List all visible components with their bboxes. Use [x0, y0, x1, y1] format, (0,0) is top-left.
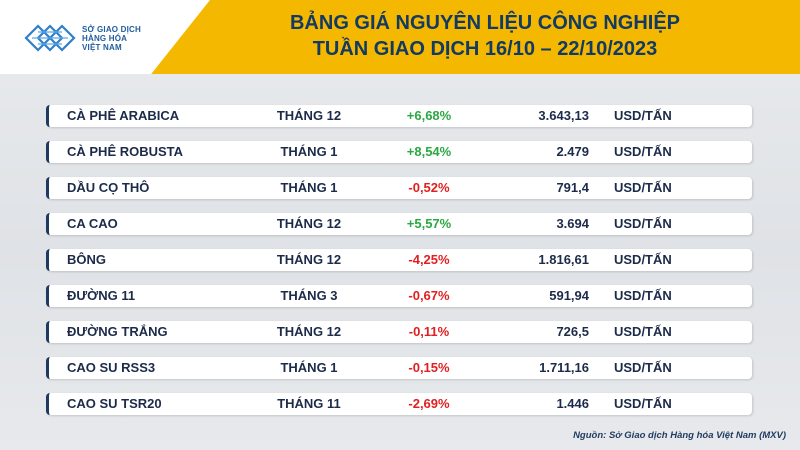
commodity-name: ĐƯỜNG 11: [67, 288, 136, 303]
logo-text: SỞ GIAO DỊCH HÀNG HÓA VIỆT NAM: [82, 25, 141, 52]
price-value: 1.816,61: [538, 252, 589, 267]
logo-line-1: SỞ GIAO DỊCH: [82, 24, 142, 34]
contract-month: THÁNG 12: [276, 108, 342, 123]
price-unit: USD/TẤN: [614, 108, 672, 123]
price-value: 591,94: [549, 288, 589, 303]
price-unit: USD/TẤN: [614, 396, 672, 411]
commodity-name: BÔNG: [67, 252, 106, 267]
contract-month: THÁNG 12: [276, 324, 342, 339]
header-yellow-band: [150, 0, 800, 74]
table-row: DẦU CỌ THÔ THÁNG 1 -0,52% 791,4 USD/TẤN: [46, 177, 752, 199]
price-change: +8,54%: [406, 144, 452, 159]
table-row: ĐƯỜNG 11 THÁNG 3 -0,67% 591,94 USD/TẤN: [46, 285, 752, 307]
table-row: CÀ PHÊ ROBUSTA THÁNG 1 +8,54% 2.479 USD/…: [46, 141, 752, 163]
price-unit: USD/TẤN: [614, 144, 672, 159]
contract-month: THÁNG 1: [280, 144, 338, 159]
price-change: +5,57%: [406, 216, 452, 231]
title-line-1: BẢNG GIÁ NGUYÊN LIỆU CÔNG NGHIỆP: [289, 12, 681, 34]
price-value: 791,4: [556, 180, 589, 195]
price-change: -0,67%: [408, 288, 450, 303]
price-value: 3.694: [556, 216, 589, 231]
price-value: 726,5: [556, 324, 589, 339]
commodity-name: CÀ PHÊ ROBUSTA: [67, 144, 184, 159]
logo-line-2: HÀNG HÓA: [82, 33, 128, 43]
commodity-name: CAO SU TSR20: [67, 396, 162, 411]
commodity-name: CAO SU RSS3: [67, 360, 156, 375]
source-note: Nguồn: Sở Giao dịch Hàng hóa Việt Nam (M…: [573, 430, 786, 441]
commodity-name: CÀ PHÊ ARABICA: [67, 108, 180, 123]
commodity-name: DẦU CỌ THÔ: [67, 180, 150, 195]
table-row: ĐƯỜNG TRẮNG THÁNG 12 -0,11% 726,5 USD/TẤ…: [46, 321, 752, 343]
contract-month: THÁNG 1: [280, 360, 338, 375]
commodity-name: ĐƯỜNG TRẮNG: [67, 324, 168, 339]
price-value: 1.711,16: [539, 360, 589, 375]
mxv-logo: SỞ GIAO DỊCH HÀNG HÓA VIỆT NAM: [24, 18, 194, 58]
contract-month: THÁNG 1: [280, 180, 338, 195]
table-row: CÀ PHÊ ARABICA THÁNG 12 +6,68% 3.643,13 …: [46, 105, 752, 127]
price-unit: USD/TẤN: [614, 180, 672, 195]
title-line-2: TUẦN GIAO DỊCH 16/10 – 22/10/2023: [312, 38, 658, 60]
price-unit: USD/TẤN: [614, 252, 672, 267]
price-unit: USD/TẤN: [614, 324, 672, 339]
price-change: -0,11%: [408, 324, 450, 339]
price-value: 1.446: [556, 396, 589, 411]
price-value: 2.479: [556, 144, 589, 159]
contract-month: THÁNG 11: [277, 396, 341, 411]
table-row: CAO SU TSR20 THÁNG 11 -2,69% 1.446 USD/T…: [46, 393, 752, 415]
price-value: 3.643,13: [538, 108, 589, 123]
page-title: BẢNG GIÁ NGUYÊN LIỆU CÔNG NGHIỆP TUẦN GI…: [225, 10, 745, 62]
contract-month: THÁNG 12: [276, 216, 342, 231]
logo-line-3: VIỆT NAM: [82, 42, 122, 52]
mxv-logo-icon: [24, 24, 76, 52]
price-change: -0,15%: [408, 360, 450, 375]
commodity-name: CA CAO: [67, 216, 118, 231]
price-change: -2,69%: [408, 396, 450, 411]
contract-month: THÁNG 3: [280, 288, 338, 303]
price-change: -4,25%: [408, 252, 450, 267]
table-row: CA CAO THÁNG 12 +5,57% 3.694 USD/TẤN: [46, 213, 752, 235]
table-row: BÔNG THÁNG 12 -4,25% 1.816,61 USD/TẤN: [46, 249, 752, 271]
price-change: -0,52%: [408, 180, 450, 195]
price-change: +6,68%: [406, 108, 452, 123]
price-unit: USD/TẤN: [614, 216, 672, 231]
price-unit: USD/TẤN: [614, 360, 672, 375]
price-unit: USD/TẤN: [614, 288, 672, 303]
table-row: CAO SU RSS3 THÁNG 1 -0,15% 1.711,16 USD/…: [46, 357, 752, 379]
header-banner: SỞ GIAO DỊCH HÀNG HÓA VIỆT NAM BẢNG GIÁ …: [0, 0, 800, 74]
contract-month: THÁNG 12: [276, 252, 342, 267]
